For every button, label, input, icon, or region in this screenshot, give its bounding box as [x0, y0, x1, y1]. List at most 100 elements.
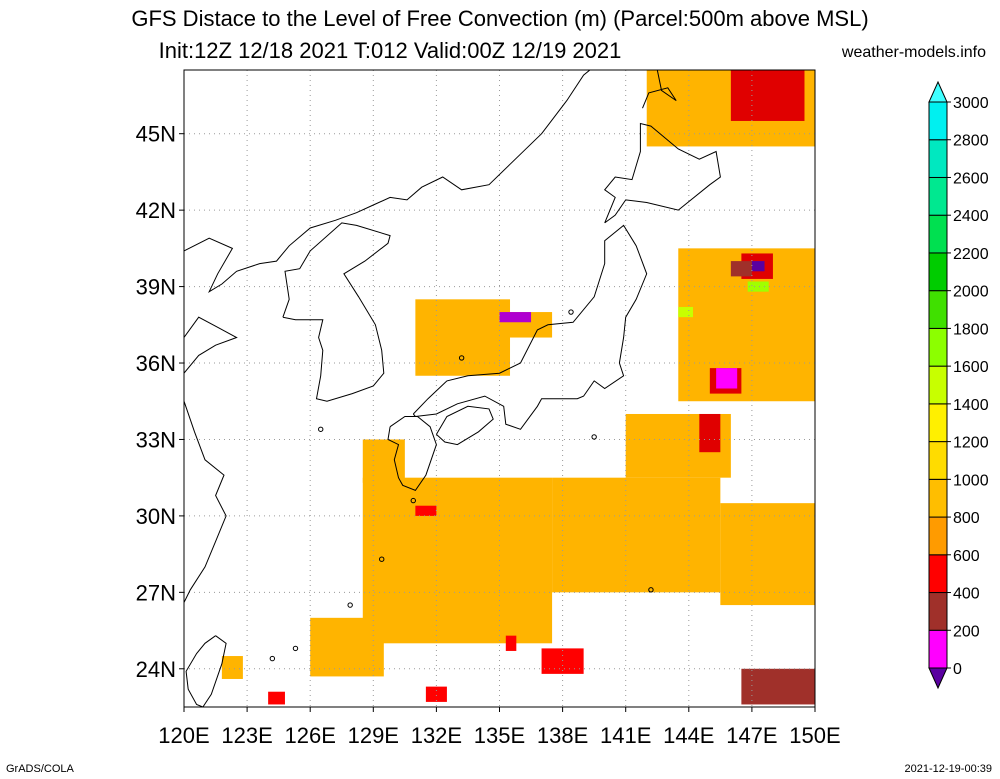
lon-label: 150E: [789, 723, 840, 748]
colorbar-segment: [928, 629, 948, 669]
colorbar-label: 800: [953, 510, 980, 527]
lat-label: 30N: [136, 504, 176, 529]
colorbar-segment: [928, 554, 948, 594]
island-oki: [458, 355, 465, 361]
field-magenta-core-2: [499, 312, 532, 323]
lon-label: 147E: [726, 723, 777, 748]
lon-label: 144E: [663, 723, 714, 748]
coastlines: [184, 70, 721, 707]
field-magenta-core-1: [716, 368, 738, 389]
colorbar-label: 1400: [953, 397, 989, 414]
field-red-core-9: [415, 505, 437, 516]
colorbar-segment: [928, 403, 948, 443]
colorbar-segment: [928, 139, 948, 178]
colorbar-segment: [928, 327, 948, 367]
colorbar-label: 1000: [953, 472, 989, 489]
field-south-band-central: [552, 477, 721, 593]
colorbar-label: 200: [953, 623, 980, 640]
coastline-kyushu: [387, 416, 437, 492]
lon-label: 123E: [221, 723, 272, 748]
colorbar-segment: [928, 592, 948, 631]
lon-label: 129E: [348, 723, 399, 748]
colorbar-segment: [928, 516, 948, 556]
island-sado: [568, 309, 574, 315]
field-south-band-west: [362, 477, 553, 644]
island-ogasawara: [648, 587, 654, 593]
chart-title: GFS Distace to the Level of Free Convect…: [131, 6, 869, 31]
coastline-china-east: [184, 401, 227, 603]
colorbar-segment: [928, 441, 948, 480]
source-credit: weather-models.info: [841, 44, 986, 61]
field-red-core-2: [505, 635, 517, 651]
coastline-shikoku: [435, 405, 494, 446]
colorbar-label: 3000: [953, 95, 989, 112]
colorbar-label: 2600: [953, 170, 989, 187]
field-green-core-2: [678, 306, 694, 318]
colorbar-label: 1200: [953, 435, 989, 452]
colorbar: 0 200 400 600 800 1000 1200 1400 1600 1800 2000 220…: [928, 80, 989, 690]
colorbar-segment: [928, 252, 948, 292]
colorbar-min-arrow: [928, 667, 948, 690]
colorbar-label: 2000: [953, 284, 989, 301]
field-hokkaido-coast-red: [730, 70, 805, 121]
field-red-core-7: [268, 691, 285, 705]
colorbar-label: 0: [953, 661, 962, 678]
field-green-core-1: [747, 281, 769, 292]
lon-label: 126E: [285, 723, 336, 748]
lat-label: 27N: [136, 580, 176, 605]
lat-label: 36N: [136, 351, 176, 376]
lat-label: 45N: [136, 122, 176, 147]
software-credit: GrADS/COLA: [6, 763, 74, 775]
colorbar-label: 600: [953, 548, 980, 565]
generated-timestamp: 2021-12-19-00:39: [904, 763, 992, 775]
lat-label: 42N: [136, 198, 176, 223]
coastline-taiwan: [185, 635, 227, 707]
field-south-band-east: [720, 503, 815, 606]
field-south-band-tail: [310, 617, 384, 677]
field-sea-of-japan: [415, 299, 511, 376]
coastline-china-coast: [184, 70, 591, 293]
field-taiwan-east: [221, 656, 243, 679]
colorbar-label: 2400: [953, 208, 989, 225]
colorbar-max-arrow: [928, 80, 948, 103]
island-jeju: [318, 426, 324, 432]
colorbar-segment: [928, 214, 948, 254]
colorbar-label: 2200: [953, 246, 989, 263]
island-ishigaki: [269, 655, 276, 662]
colorbar-label: 2800: [953, 133, 989, 150]
colorbar-segment: [928, 101, 948, 141]
field-brown-core-2: [730, 261, 752, 277]
chart-subtitle: Init:12Z 12/18 2021 T:012 Valid:00Z 12/1…: [158, 38, 622, 63]
lat-label: 24N: [136, 657, 176, 682]
field-purple-core-1: [751, 261, 765, 272]
lon-label: 141E: [600, 723, 651, 748]
island-tanegashima: [410, 497, 416, 504]
colorbar-segment: [928, 365, 948, 405]
field-brown-core-1: [741, 668, 815, 705]
lon-label: 135E: [474, 723, 525, 748]
island-amami: [379, 556, 385, 562]
coastline-korea: [282, 222, 391, 402]
coastline-shandong: [184, 316, 238, 374]
colorbar-segment: [928, 478, 948, 518]
longitude-labels: 120E 123E 126E 129E 132E 135E 138E 141E 144E 147E…: [158, 707, 841, 748]
field-red-core-3: [699, 413, 721, 453]
field-red-core-1: [541, 648, 584, 674]
lat-label: 33N: [136, 427, 176, 452]
colorbar-segment: [928, 176, 948, 216]
coastline-honshu: [412, 224, 648, 430]
lon-label: 120E: [158, 723, 209, 748]
colorbar-label: 1600: [953, 359, 989, 376]
data-fields: [221, 70, 815, 705]
island-miyako: [292, 645, 299, 652]
colorbar-label: 1800: [953, 321, 989, 338]
colorbar-label: 400: [953, 586, 980, 603]
island-izu: [591, 434, 597, 440]
coastline-sakhalin: [642, 70, 677, 109]
coastline-hokkaido: [603, 122, 721, 224]
lon-label: 132E: [411, 723, 462, 748]
field-red-core-6: [425, 686, 447, 702]
lat-label: 39N: [136, 275, 176, 300]
lon-label: 138E: [537, 723, 588, 748]
